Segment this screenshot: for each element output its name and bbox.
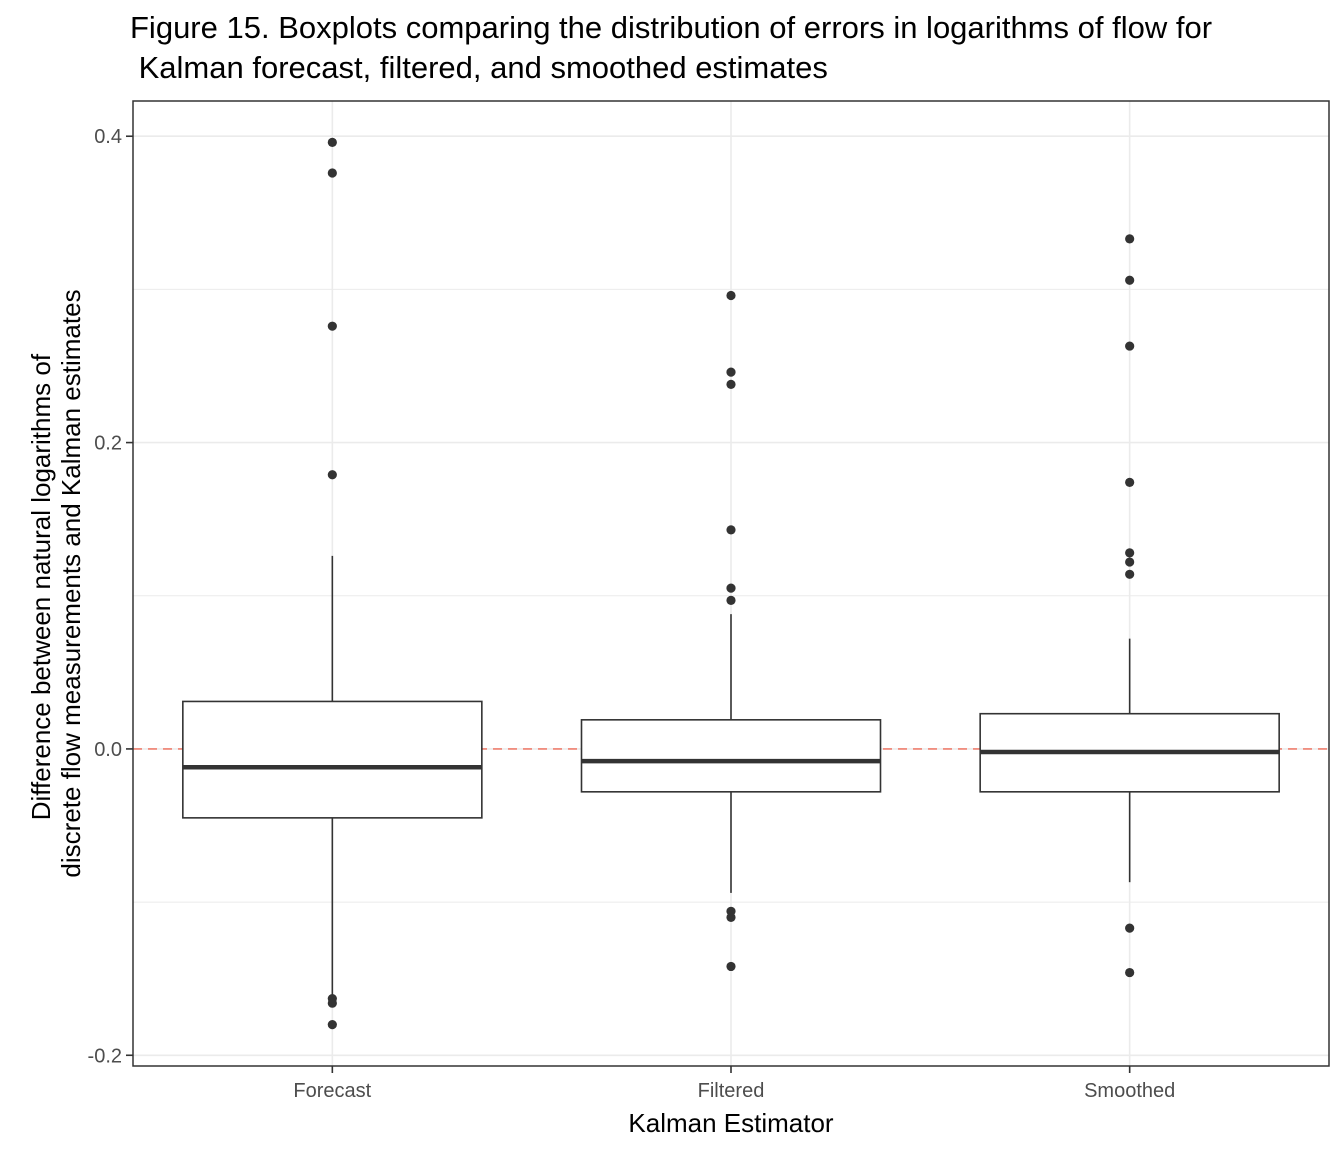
- chart-title-line-2: Kalman forecast, filtered, and smoothed …: [130, 50, 828, 85]
- outlier-point: [726, 379, 736, 389]
- y-tick-label: -0.2: [88, 1045, 122, 1067]
- outlier-point: [726, 583, 736, 593]
- outlier-point: [1125, 569, 1135, 579]
- interquartile-box: [182, 700, 483, 819]
- outlier-point: [726, 595, 736, 605]
- chart-title-line-1: Figure 15. Boxplots comparing the distri…: [130, 10, 1213, 45]
- outlier-point: [726, 912, 736, 923]
- box-forecast: [182, 137, 483, 1030]
- outlier-point: [1125, 548, 1135, 558]
- outlier-point: [726, 367, 736, 377]
- outlier-point: [327, 137, 337, 147]
- outlier-point: [726, 961, 736, 972]
- interquartile-box: [580, 719, 882, 793]
- y-tick-label: 0.0: [94, 739, 122, 761]
- outlier-point: [1125, 967, 1135, 978]
- box-smoothed: [979, 234, 1280, 978]
- outlier-point: [327, 998, 337, 1008]
- y-tick-label: 0.2: [94, 433, 122, 455]
- box-layer: [182, 137, 1280, 1030]
- x-axis-title: Kalman Estimator: [628, 1108, 834, 1138]
- outlier-point: [327, 168, 337, 178]
- outlier-point: [726, 525, 736, 535]
- box-filtered: [580, 290, 882, 972]
- x-tick-label: Forecast: [293, 1080, 371, 1102]
- y-tick-label: 0.4: [94, 126, 122, 148]
- y-axis-title-line-2: discrete flow measurements and Kalman es…: [56, 289, 86, 877]
- outlier-point: [1125, 557, 1135, 567]
- y-axis-title: Difference between natural logarithms of…: [26, 289, 86, 877]
- axis-layer: -0.2 0.0 0.2 0.4 Forecast Filtered Smoothed: [88, 126, 1176, 1102]
- outlier-point: [327, 321, 337, 331]
- outlier-point: [1125, 341, 1135, 351]
- y-axis-title-line-1: Difference between natural logarithms of: [26, 353, 56, 820]
- outlier-point: [1125, 923, 1135, 933]
- outlier-point: [1125, 477, 1135, 488]
- outlier-point: [327, 470, 337, 480]
- x-tick-label: Smoothed: [1084, 1080, 1175, 1102]
- chart-title: Figure 15. Boxplots comparing the distri…: [130, 8, 1340, 88]
- outlier-point: [327, 1020, 337, 1030]
- outlier-point: [1125, 275, 1135, 285]
- outlier-point: [726, 290, 736, 301]
- x-tick-label: Filtered: [698, 1080, 765, 1102]
- outlier-point: [1125, 234, 1135, 244]
